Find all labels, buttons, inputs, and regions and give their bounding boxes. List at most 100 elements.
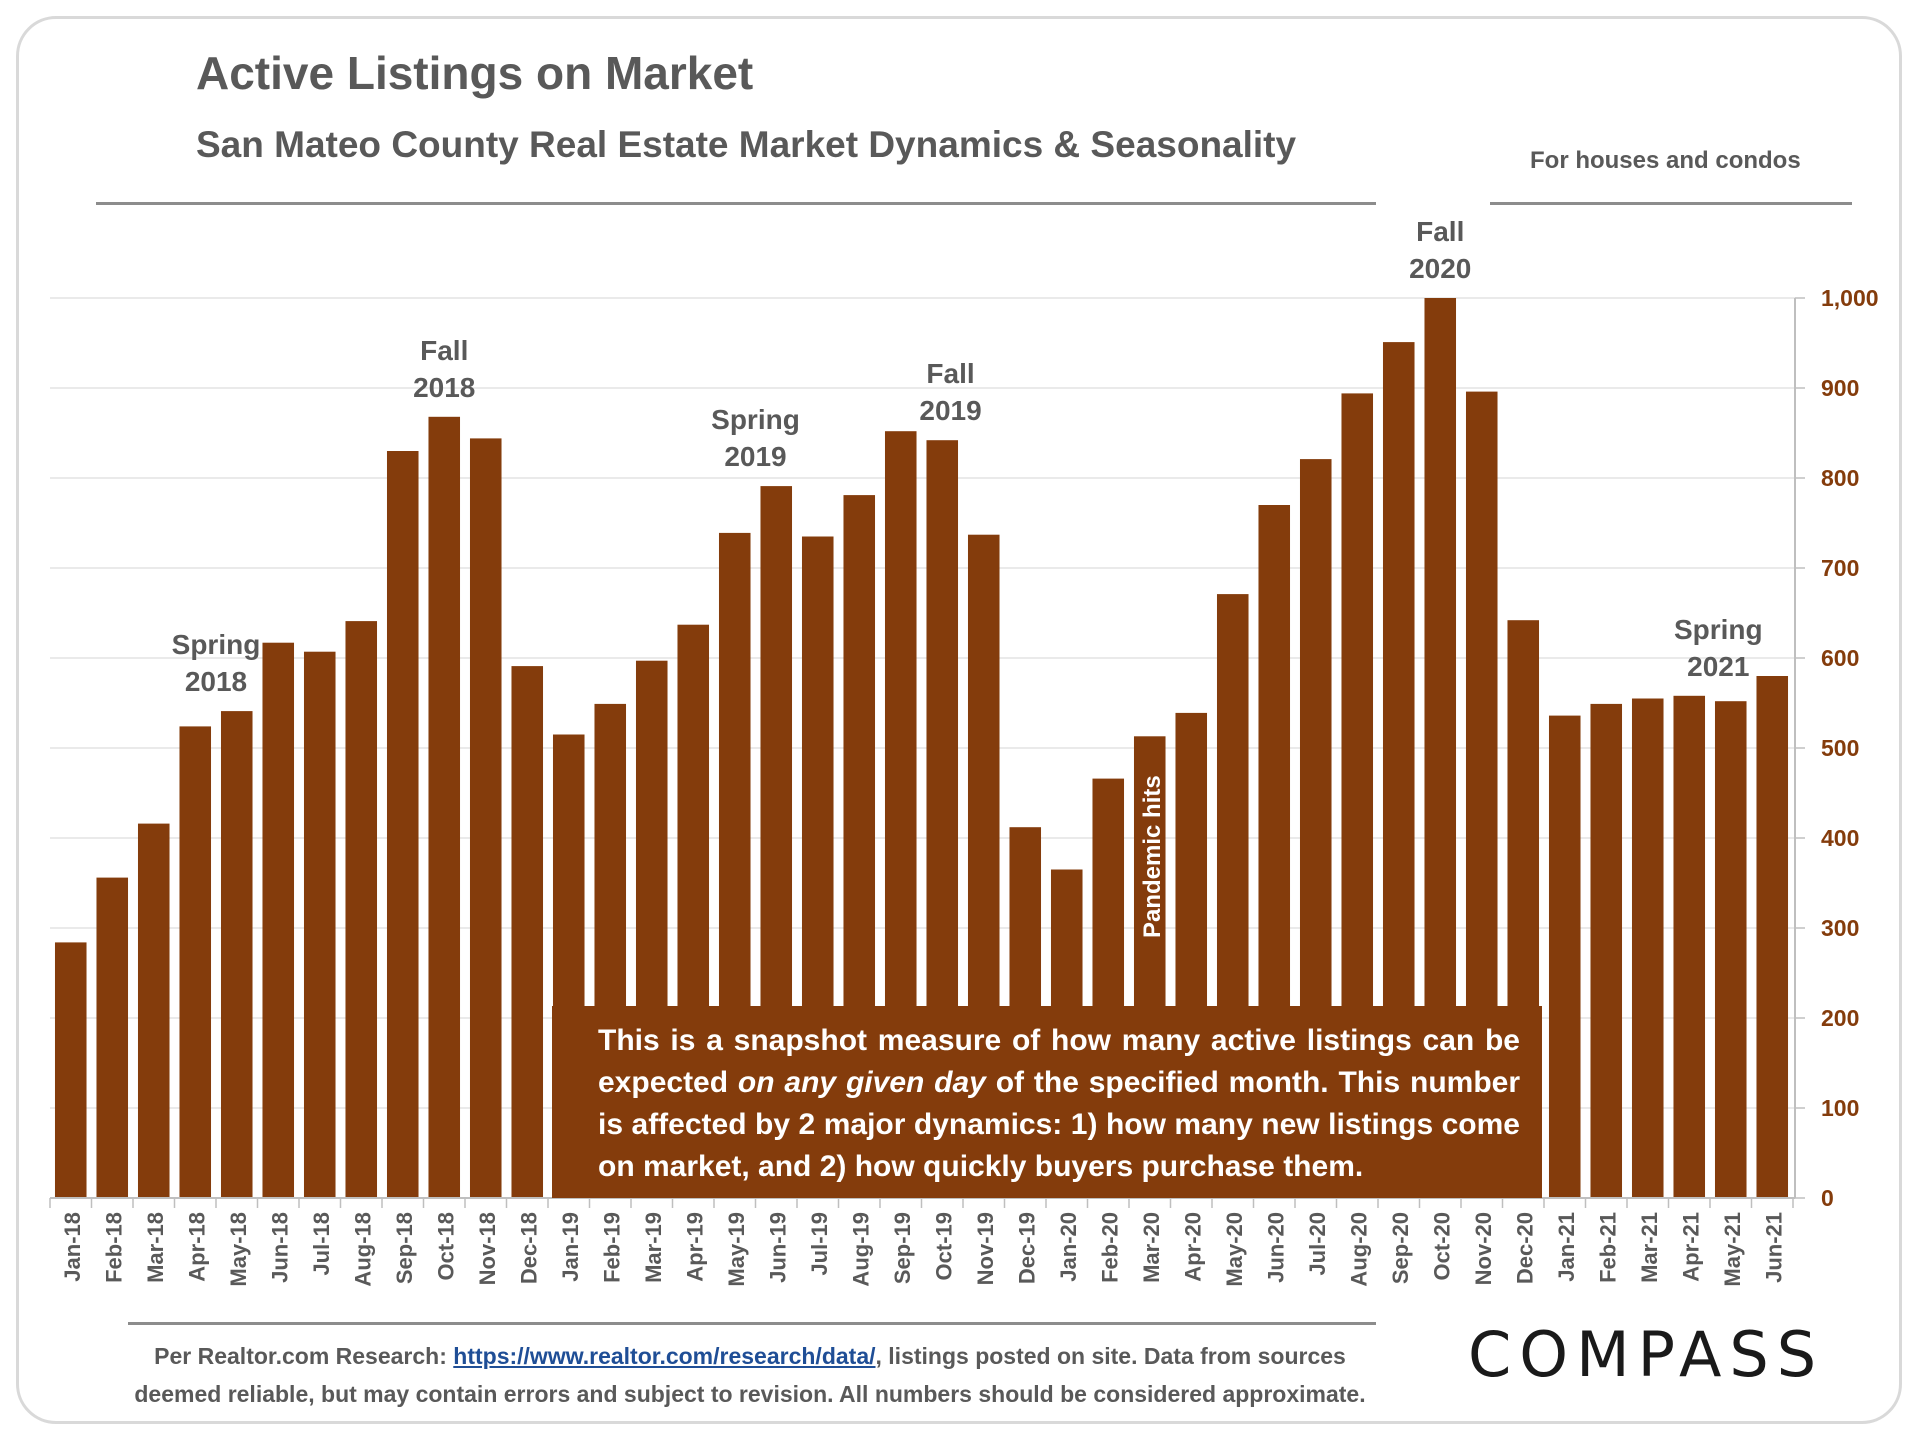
season-annotation: 2018 [185,666,247,697]
x-tick-label: Nov-20 [1471,1212,1496,1285]
x-tick-label: Dec-19 [1014,1212,1039,1284]
x-tick-label: Jun-20 [1263,1212,1288,1283]
x-tick-label: Jul-20 [1305,1212,1330,1276]
x-tick-label: Jan-19 [558,1212,583,1282]
x-tick-label: May-21 [1720,1212,1745,1287]
bar-sep-18 [386,451,419,1198]
y-tick-label: 600 [1821,645,1859,671]
source-line-2: deemed reliable, but may contain errors … [134,1381,1366,1407]
chart-frame [16,16,1902,1424]
season-annotation: Fall [420,335,468,366]
x-tick-label: Jun-18 [267,1212,292,1283]
y-tick-label: 800 [1821,465,1859,491]
pandemic-annotation: Pandemic hits [1139,775,1166,938]
x-tick-label: Sep-18 [392,1212,417,1284]
source-link[interactable]: https://www.realtor.com/research/data/ [453,1343,876,1369]
bar-jun-18 [262,642,295,1198]
season-annotation: Spring [172,629,261,660]
explanation-callout: This is a snapshot measure of how many a… [552,1006,1542,1198]
bar-feb-21 [1590,703,1623,1198]
callout-text-2: of the specified month. This number is a… [598,1066,1520,1183]
x-tick-label: Aug-18 [350,1212,375,1287]
y-tick-label: 700 [1821,555,1859,581]
bar-may-18 [220,711,253,1198]
x-tick-label: Apr-20 [1180,1212,1205,1282]
x-tick-label: Jun-19 [765,1212,790,1283]
x-tick-label: Oct-20 [1429,1212,1454,1280]
x-tick-label: Sep-20 [1388,1212,1413,1284]
season-annotation: Fall [926,358,974,389]
x-tick-label: Oct-18 [433,1212,458,1280]
x-tick-label: Mar-20 [1139,1212,1164,1283]
x-tick-label: Dec-20 [1512,1212,1537,1284]
x-tick-label: Apr-21 [1678,1212,1703,1282]
bar-mar-21 [1631,698,1664,1198]
season-annotation: 2019 [724,441,786,472]
x-tick-label: Mar-19 [641,1212,666,1283]
callout-text-1: This is a snapshot measure of how many a… [598,1024,1520,1099]
season-annotation: 2020 [1409,253,1471,284]
source-line-1: Per Realtor.com Research: https://www.re… [100,1343,1400,1370]
x-tick-label: Mar-21 [1637,1212,1662,1283]
x-tick-label: Feb-19 [599,1212,624,1283]
x-tick-label: May-19 [724,1212,749,1287]
x-tick-label: Jan-18 [60,1212,85,1282]
x-tick-label: Sep-19 [890,1212,915,1284]
x-tick-label: Jul-18 [309,1212,334,1276]
y-tick-label: 100 [1821,1095,1859,1121]
bar-may-21 [1714,701,1747,1198]
season-annotation: Spring [711,404,800,435]
bar-jan-21 [1548,715,1581,1198]
x-tick-label: Aug-19 [848,1212,873,1287]
y-tick-label: 1,000 [1821,285,1879,311]
x-tick-label: Feb-18 [101,1212,126,1283]
x-tick-label: Nov-19 [973,1212,998,1285]
y-tick-label: 900 [1821,375,1859,401]
footer-rule [128,1322,1376,1325]
x-tick-label: Jan-20 [1056,1212,1081,1282]
season-annotation: 2018 [413,372,475,403]
x-tick-label: Jan-21 [1554,1212,1579,1282]
x-tick-label: Dec-18 [516,1212,541,1284]
x-tick-label: May-18 [226,1212,251,1287]
y-tick-label: 300 [1821,915,1859,941]
bar-apr-21 [1673,695,1706,1198]
scope-note: For houses and condos [1530,147,1801,174]
x-tick-label: Jul-19 [807,1212,832,1276]
page-subtitle: San Mateo County Real Estate Market Dyna… [196,124,1297,165]
season-annotation: Spring [1674,614,1763,645]
season-annotation: Fall [1416,216,1464,247]
x-tick-label: Feb-20 [1097,1212,1122,1283]
x-tick-label: Apr-18 [184,1212,209,1282]
source-prefix: Per Realtor.com Research: [154,1343,454,1369]
y-tick-label: 400 [1821,825,1859,851]
season-annotation: 2021 [1687,651,1749,682]
y-tick-label: 200 [1821,1005,1859,1031]
header-rule-left [96,202,1376,205]
bar-feb-18 [96,877,129,1198]
compass-logo: COMPASS [1468,1318,1825,1391]
y-tick-label: 500 [1821,735,1859,761]
bar-apr-18 [179,726,212,1198]
x-tick-label: Aug-20 [1346,1212,1371,1287]
header-rule-right [1490,202,1852,205]
bar-jun-21 [1756,676,1789,1198]
x-tick-label: Apr-19 [682,1212,707,1282]
x-tick-label: Jun-21 [1761,1212,1786,1283]
season-annotation: 2019 [919,395,981,426]
bar-nov-18 [469,438,502,1198]
source-suffix: , listings posted on site. Data from sou… [875,1343,1346,1369]
x-tick-label: May-20 [1222,1212,1247,1287]
bar-oct-18 [428,416,461,1198]
bar-aug-18 [345,621,378,1198]
bar-mar-18 [137,823,170,1198]
bar-jan-18 [54,942,87,1198]
y-tick-label: 0 [1821,1185,1834,1211]
page-title: Active Listings on Market [196,47,754,99]
callout-emphasis: on any given day [737,1066,986,1099]
x-tick-label: Mar-18 [143,1212,168,1283]
x-tick-label: Feb-21 [1595,1212,1620,1283]
x-tick-label: Oct-19 [931,1212,956,1280]
bar-jul-18 [303,651,336,1198]
bar-chart: Jan-18 Feb-18 Mar-18 Apr-18 May-18 Jun-18 Jul-… [49,216,1879,1287]
